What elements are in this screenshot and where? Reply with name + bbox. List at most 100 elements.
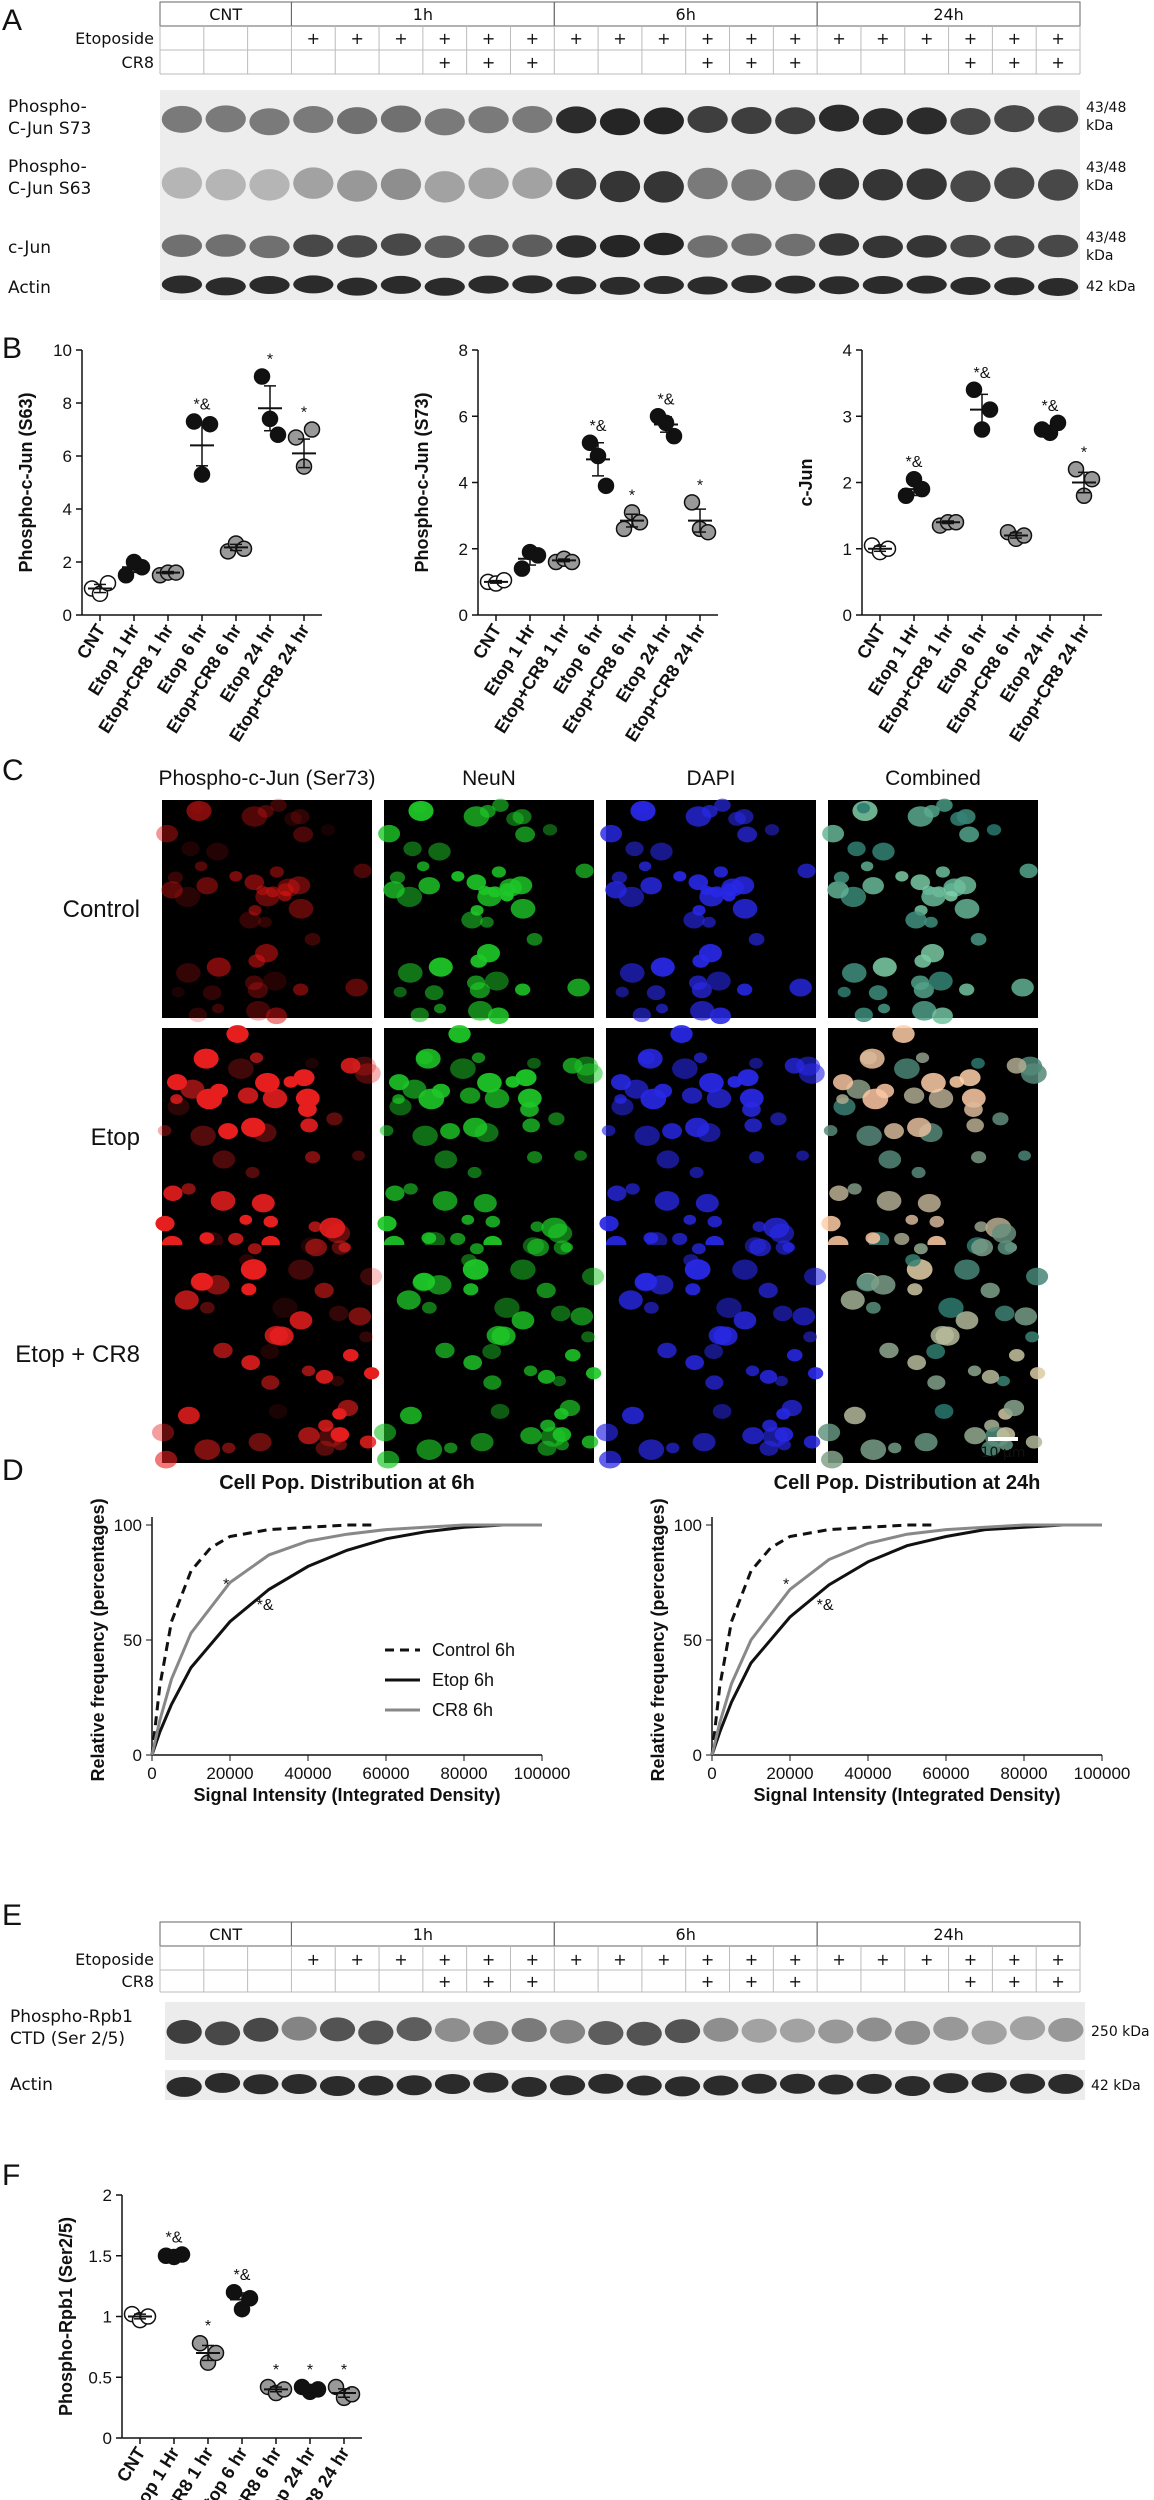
cell-spot	[536, 1282, 556, 1299]
blot-band	[862, 235, 904, 259]
etoposide-mark: +	[526, 1950, 539, 1969]
cell-spot	[585, 1367, 602, 1380]
cell-spot	[263, 1215, 279, 1228]
row-label: Etop	[91, 1124, 140, 1151]
y-tick-label: 2	[103, 2186, 112, 2205]
blot-band	[703, 2075, 739, 2096]
cell-spot	[704, 1344, 724, 1360]
cell-spot	[181, 1183, 196, 1195]
cell-spot	[340, 1057, 361, 1074]
cell-spot	[526, 933, 543, 946]
cell-spot	[892, 1025, 915, 1043]
series-line	[710, 1523, 935, 1756]
cell-spot	[744, 1118, 762, 1133]
cell-spot	[670, 1025, 693, 1043]
cell-spot	[555, 1439, 569, 1451]
cell-spot	[1019, 863, 1038, 879]
cell-spot	[625, 1183, 640, 1195]
etoposide-mark: +	[920, 1950, 933, 1969]
y-tick-label: 1	[843, 540, 852, 559]
cell-spot	[706, 971, 731, 991]
cell-spot	[193, 1048, 219, 1069]
blot-band	[994, 105, 1035, 133]
cell-spot	[428, 957, 453, 977]
scale-bar-label: 10 µm	[981, 1445, 1026, 1461]
significance-label: *&	[817, 1597, 834, 1614]
cell-spot	[305, 1238, 328, 1257]
cell-spot	[468, 1001, 493, 1021]
western-blot-a: CNT 1h 6h 24h Etoposide CR8 + + + + + + + + + + + + + + + + + +…	[8, 1, 1136, 300]
blot-band	[906, 235, 947, 258]
blot-band	[1037, 105, 1079, 133]
cell-spot	[444, 1442, 458, 1454]
cell-spot	[293, 826, 314, 843]
cell-spot	[476, 943, 501, 963]
blot-band	[380, 105, 422, 133]
blot-band	[549, 2075, 586, 2096]
cell-spot	[433, 1003, 447, 1014]
cell-spot	[772, 1305, 793, 1322]
etoposide-mark: +	[394, 1950, 407, 1969]
etoposide-mark: +	[569, 1950, 582, 1969]
cell-spot	[917, 1193, 941, 1213]
cell-spot	[300, 1118, 318, 1133]
legend-label: CR8 6h	[432, 1700, 493, 1720]
etoposide-mark: +	[745, 1950, 758, 1969]
blot-band	[424, 108, 465, 136]
column-title: DAPI	[686, 767, 735, 790]
cell-spot	[803, 1435, 821, 1449]
cell-spot	[693, 1052, 708, 1064]
cell-spot	[537, 1369, 556, 1384]
band-kda-2: kDa	[1086, 178, 1113, 194]
cell-spot	[527, 1151, 543, 1164]
cell-spot	[477, 887, 502, 907]
column-title: NeuN	[462, 767, 516, 790]
blot-band	[971, 2072, 1007, 2093]
cell-spot	[894, 1232, 910, 1246]
cell-spot	[345, 978, 368, 997]
cell-spot	[239, 1214, 253, 1225]
cell-spot	[689, 1166, 704, 1179]
cell-spot	[491, 866, 506, 878]
cell-spot	[174, 886, 201, 907]
blot-band	[687, 235, 728, 258]
cell-spot	[777, 1439, 791, 1451]
cell-spot	[847, 1183, 862, 1195]
cell-spot	[248, 1432, 272, 1452]
data-point	[1067, 461, 1085, 478]
cell-spot	[832, 1074, 854, 1091]
cell-spot	[461, 1214, 475, 1225]
blot-band	[319, 2076, 356, 2097]
etoposide-row-label: Etoposide	[75, 1950, 154, 1969]
group-label: 24h	[933, 5, 964, 24]
series-line	[150, 1523, 542, 1756]
cell-spot	[284, 811, 302, 826]
significance-label: *	[783, 1576, 789, 1593]
blot-band	[204, 2072, 241, 2093]
group-label: CNT	[209, 1925, 242, 1944]
cell-spot	[737, 826, 758, 843]
blot-band	[731, 233, 772, 256]
cell-spot	[194, 1439, 221, 1460]
y-tick-label: 0	[63, 606, 72, 625]
legend-label: Control 6h	[432, 1640, 515, 1660]
etoposide-mark: +	[526, 29, 539, 48]
cell-spot	[971, 1238, 994, 1257]
cell-spot	[732, 898, 758, 919]
cell-spot	[469, 982, 490, 999]
cell-spot	[293, 983, 309, 996]
column-title: Phospho-c-Jun (Ser73)	[158, 767, 375, 790]
blot-band	[994, 235, 1035, 258]
cell-spot	[706, 1088, 732, 1109]
cell-spot	[774, 1375, 788, 1387]
blot-band	[950, 170, 991, 203]
cell-spot	[638, 861, 652, 872]
significance-label: *&	[257, 1597, 274, 1614]
cell-spot	[650, 957, 675, 977]
data-point	[965, 381, 983, 398]
y-tick-label: 1	[103, 2308, 112, 2327]
etoposide-mark: +	[964, 29, 977, 48]
blot-band	[818, 168, 860, 200]
blot-band	[281, 2074, 317, 2095]
